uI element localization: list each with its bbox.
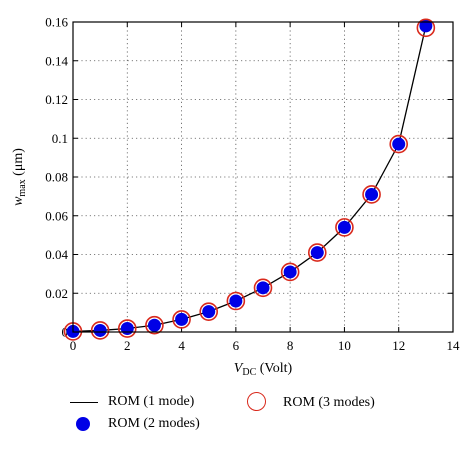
grid bbox=[73, 22, 453, 332]
data-point-filled bbox=[365, 187, 379, 201]
x-axis-label-rest: (Volt) bbox=[256, 361, 292, 376]
x-tick-label: 2 bbox=[124, 338, 131, 353]
data-point-filled bbox=[283, 265, 297, 279]
data-point-ring bbox=[416, 18, 436, 38]
data-point-filled bbox=[337, 220, 351, 234]
x-axis-ticks: 0 2 4 6 8 10 12 14 bbox=[70, 22, 460, 353]
data-point-ring bbox=[307, 243, 327, 262]
x-tick-label: 8 bbox=[287, 338, 294, 353]
y-tick-label: 0.14 bbox=[45, 53, 68, 68]
data-point-ring bbox=[117, 319, 137, 338]
data-point-filled bbox=[93, 323, 107, 337]
data-point-filled bbox=[229, 294, 243, 308]
data-point-ring bbox=[253, 278, 273, 298]
x-tick-label: 6 bbox=[233, 338, 240, 353]
y-tick-label: 0.12 bbox=[45, 92, 68, 107]
y-tick-label: 0.04 bbox=[45, 247, 68, 262]
data-point-filled bbox=[202, 305, 216, 319]
data-point-ring bbox=[362, 185, 381, 204]
x-tick-label: 10 bbox=[338, 338, 351, 353]
data-point-ring bbox=[145, 315, 164, 335]
y-tick-label: 0.06 bbox=[45, 208, 68, 223]
data-point-filled bbox=[256, 281, 270, 295]
data-point-filled bbox=[392, 137, 406, 151]
series-3 bbox=[63, 18, 436, 341]
series-line bbox=[72, 25, 427, 333]
series-2 bbox=[66, 19, 433, 338]
y-axis-ticks: 00.020.040.060.080.10.120.140.16 bbox=[45, 15, 453, 340]
x-tick-label: 12 bbox=[392, 338, 405, 353]
x-tick-label: 0 bbox=[70, 338, 77, 353]
data-point-filled bbox=[147, 318, 161, 332]
x-axis-label: VDC (Volt) bbox=[234, 361, 293, 378]
y-axis-label: wmax (μm) bbox=[11, 148, 28, 206]
y-tick-label: 0.1 bbox=[52, 131, 68, 146]
data-point-ring bbox=[335, 218, 354, 237]
data-point-ring bbox=[226, 291, 246, 311]
y-tick-label: 0.08 bbox=[45, 170, 68, 185]
x-axis-label-main: V bbox=[234, 361, 244, 376]
y-tick-label: 0.16 bbox=[45, 15, 68, 30]
x-axis-label-sub: DC bbox=[242, 367, 256, 378]
data-point-ring bbox=[389, 134, 409, 154]
y-axis-label-sub: max bbox=[17, 179, 28, 196]
data-point-filled bbox=[419, 19, 433, 33]
data-point-filled bbox=[120, 322, 134, 336]
x-tick-label: 4 bbox=[178, 338, 185, 353]
data-point-ring bbox=[280, 262, 300, 282]
y-axis-label-rest: (μm) bbox=[11, 148, 26, 180]
x-tick-label: 14 bbox=[447, 338, 461, 353]
data-point-ring bbox=[172, 310, 191, 329]
data-point-ring bbox=[90, 321, 110, 340]
plot-frame bbox=[72, 21, 454, 333]
series-1 bbox=[72, 25, 427, 333]
data-point-ring bbox=[199, 302, 219, 321]
y-axis-label-main: w bbox=[11, 196, 26, 206]
series-layer bbox=[63, 18, 436, 341]
y-tick-label: 0.02 bbox=[45, 286, 68, 301]
data-point-filled bbox=[310, 246, 324, 260]
data-point-filled bbox=[175, 312, 189, 326]
